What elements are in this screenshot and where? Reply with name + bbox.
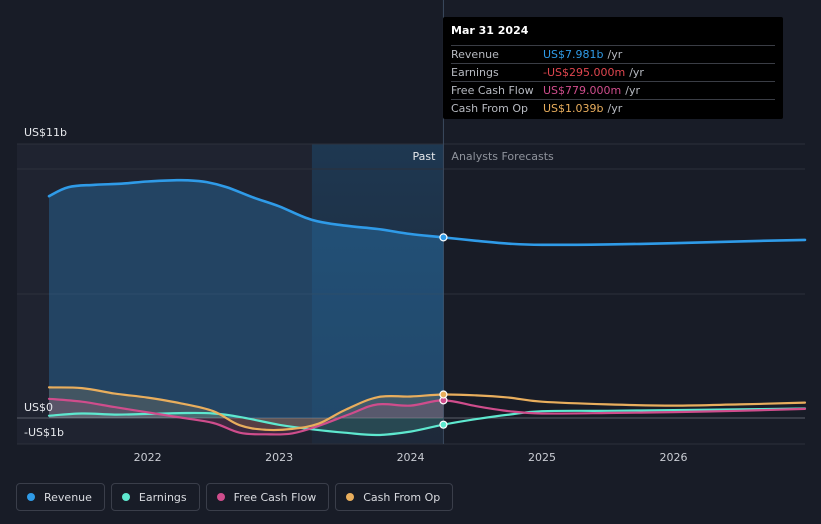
x-tick-label: 2023 bbox=[265, 451, 293, 464]
x-tick-label: 2022 bbox=[134, 451, 162, 464]
tooltip-unit: /yr bbox=[607, 102, 623, 115]
tooltip-value: US$779.000m bbox=[543, 84, 622, 97]
legend-item-earnings[interactable]: Earnings bbox=[110, 483, 200, 511]
revenue-marker bbox=[439, 233, 448, 242]
legend-dot-icon bbox=[346, 493, 355, 501]
legend-dot-icon bbox=[121, 493, 130, 501]
cash-from-op-marker bbox=[439, 390, 448, 399]
hover-tooltip: Mar 31 2024 Revenue US$7.981b /yr Earnin… bbox=[443, 17, 783, 119]
forecast-label: Analysts Forecasts bbox=[451, 150, 554, 163]
y-tick-label: -US$1b bbox=[24, 426, 64, 439]
legend-dot-icon bbox=[27, 493, 35, 501]
tooltip-unit: /yr bbox=[607, 48, 623, 61]
tooltip-row-cash-from-op: Cash From Op US$1.039b /yr bbox=[451, 100, 775, 117]
earnings-area bbox=[49, 412, 444, 436]
past-label: Past bbox=[412, 150, 436, 163]
cash-from-op-line bbox=[47, 386, 807, 432]
x-tick-label: 2024 bbox=[397, 451, 425, 464]
legend-dot-icon bbox=[216, 493, 225, 501]
tooltip-row-earnings: Earnings -US$295.000m /yr bbox=[451, 64, 775, 82]
y-tick-label: US$0 bbox=[24, 401, 53, 414]
revenue-line bbox=[47, 178, 807, 247]
tooltip-label: Revenue bbox=[451, 48, 499, 61]
tooltip-row-revenue: Revenue US$7.981b /yr bbox=[451, 46, 775, 64]
legend-label: Free Cash Flow bbox=[233, 490, 317, 504]
earnings-marker bbox=[439, 420, 448, 429]
tooltip-row-free-cash-flow: Free Cash Flow US$779.000m /yr bbox=[451, 82, 775, 100]
tooltip-label: Earnings bbox=[451, 66, 499, 79]
chart-legend: Revenue Earnings Free Cash Flow Cash Fro… bbox=[16, 483, 454, 511]
x-tick-label: 2025 bbox=[528, 451, 556, 464]
legend-item-free-cash-flow[interactable]: Free Cash Flow bbox=[205, 483, 330, 511]
y-tick-label: US$11b bbox=[24, 126, 67, 139]
tooltip-label: Free Cash Flow bbox=[451, 84, 534, 97]
legend-item-cash-from-op[interactable]: Cash From Op bbox=[335, 483, 454, 511]
x-tick-label: 2026 bbox=[660, 451, 688, 464]
legend-label: Revenue bbox=[44, 490, 92, 504]
tooltip-label: Cash From Op bbox=[451, 102, 529, 115]
tooltip-date: Mar 31 2024 bbox=[451, 23, 775, 46]
free-cash-flow-line bbox=[47, 397, 807, 436]
legend-label: Earnings bbox=[138, 490, 187, 504]
tooltip-unit: /yr bbox=[625, 84, 640, 97]
legend-label: Cash From Op bbox=[363, 490, 441, 504]
tooltip-value: -US$295.000m bbox=[543, 66, 626, 79]
legend-item-revenue[interactable]: Revenue bbox=[16, 483, 105, 511]
tooltip-unit: /yr bbox=[629, 66, 644, 79]
tooltip-value: US$1.039b bbox=[543, 102, 604, 115]
tooltip-value: US$7.981b bbox=[543, 48, 604, 61]
revenue-area bbox=[49, 180, 444, 418]
